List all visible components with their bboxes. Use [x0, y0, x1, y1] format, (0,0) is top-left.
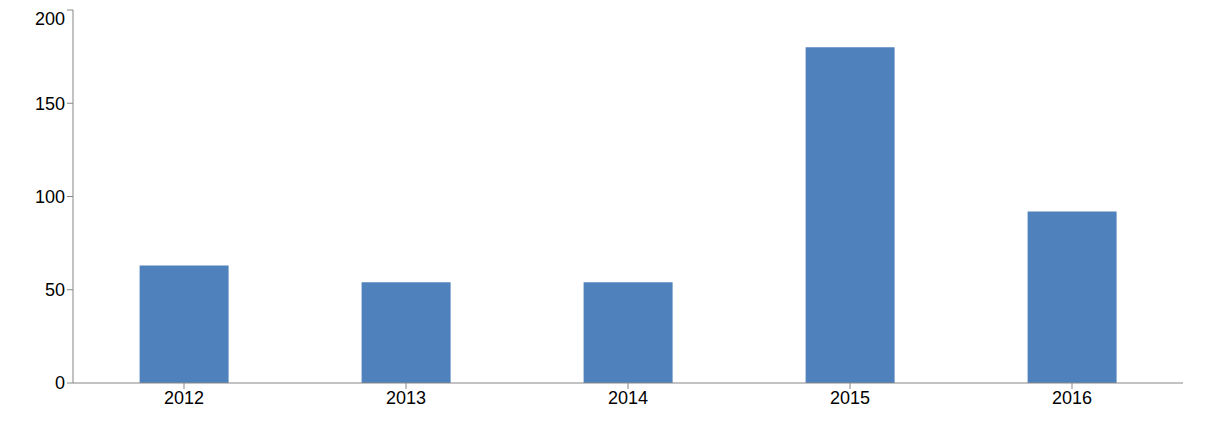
- svg-text:50: 50: [45, 280, 65, 300]
- svg-text:2015: 2015: [830, 388, 870, 408]
- svg-text:150: 150: [35, 94, 65, 114]
- svg-text:2012: 2012: [164, 388, 204, 408]
- svg-text:0: 0: [55, 373, 65, 393]
- svg-text:2014: 2014: [608, 388, 648, 408]
- svg-text:2013: 2013: [386, 388, 426, 408]
- svg-text:2016: 2016: [1052, 388, 1092, 408]
- svg-text:100: 100: [35, 187, 65, 207]
- svg-text:200: 200: [35, 9, 65, 29]
